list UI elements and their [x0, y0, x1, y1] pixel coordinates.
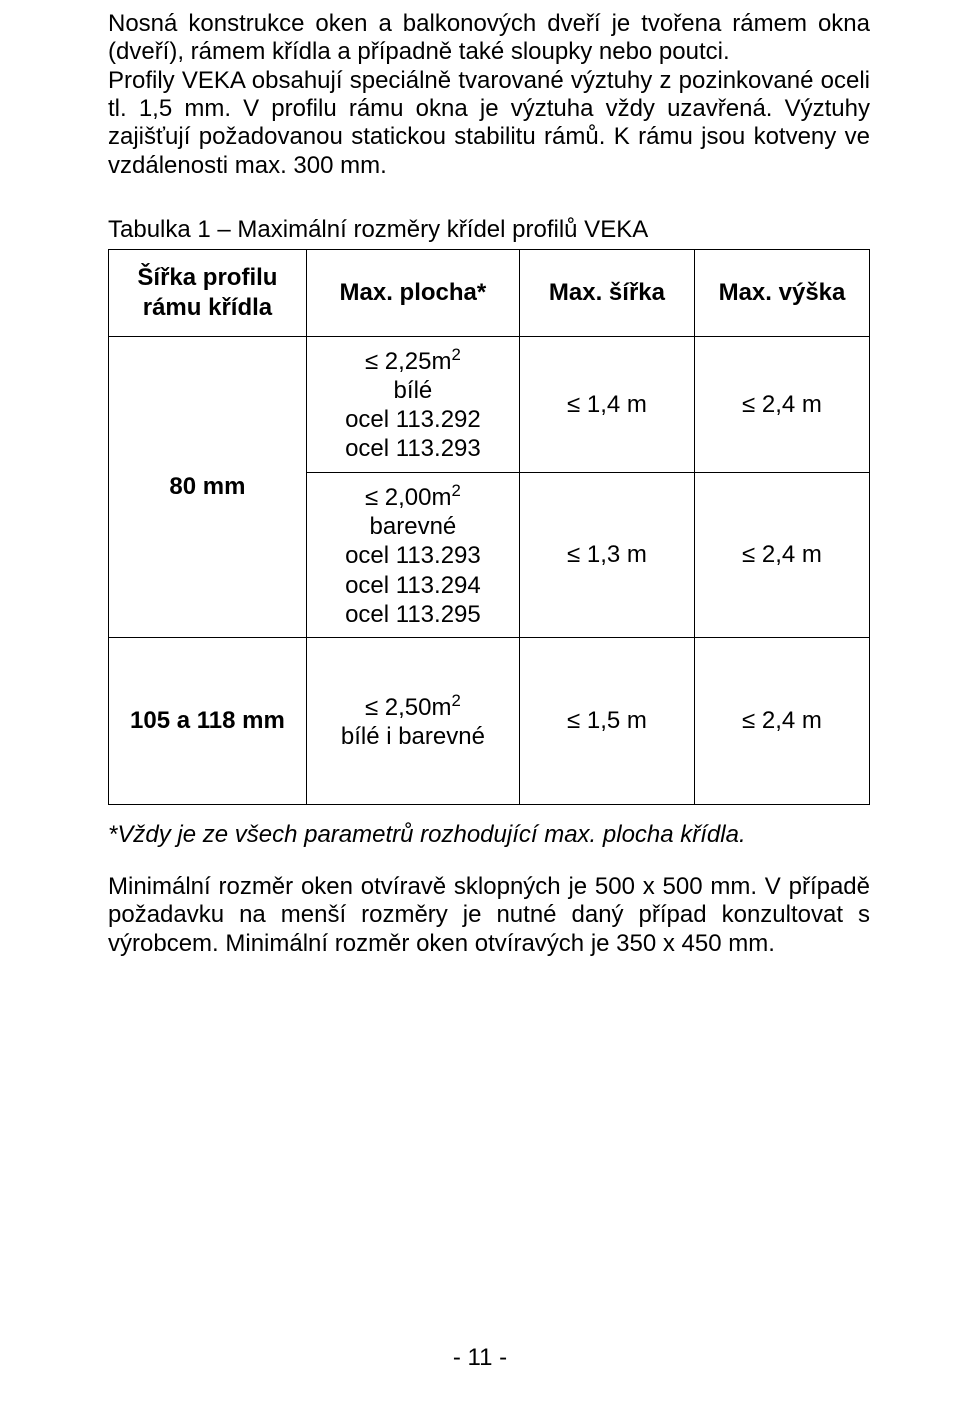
- table-row: 105 a 118 mm ≤ 2,50m2 bílé i barevné ≤ 1…: [109, 638, 870, 805]
- cell-ocel-295: ocel 113.295: [317, 600, 509, 629]
- table-header-row: Šířka profilu rámu křídla Max. plocha* M…: [109, 249, 870, 336]
- th-sirka-profilu: Šířka profilu rámu křídla: [109, 249, 307, 336]
- th-max-plocha: Max. plocha*: [306, 249, 519, 336]
- cell-13m: ≤ 1,3 m: [519, 472, 694, 637]
- cell-200m2: ≤ 2,00m2 barevné ocel 113.293 ocel 113.2…: [306, 472, 519, 637]
- th-max-sirka: Max. šířka: [519, 249, 694, 336]
- cell-area-3: ≤ 2,50m: [365, 694, 452, 721]
- table-caption: Tabulka 1 – Maximální rozměry křídel pro…: [108, 216, 870, 245]
- cell-225m2: ≤ 2,25m2 bílé ocel 113.292 ocel 113.293: [306, 336, 519, 472]
- page-number: - 11 -: [0, 1344, 960, 1372]
- cell-80mm-label: 80 mm: [169, 473, 245, 500]
- cell-bile-barevne: bílé i barevné: [317, 722, 509, 751]
- cell-14m: ≤ 1,4 m: [519, 336, 694, 472]
- cell-barevne: barevné: [317, 512, 509, 541]
- cell-bile: bílé: [317, 376, 509, 405]
- cell-250m2: ≤ 2,50m2 bílé i barevné: [306, 638, 519, 805]
- cell-area-2: ≤ 2,00m: [365, 484, 452, 511]
- cell-ocel-293b: ocel 113.293: [317, 541, 509, 570]
- cell-24m-a: ≤ 2,4 m: [694, 336, 869, 472]
- min-dimensions-para: Minimální rozměr oken otvíravě sklopných…: [108, 873, 870, 958]
- th-max-vyska: Max. výška: [694, 249, 869, 336]
- cell-105-118mm-label: 105 a 118 mm: [130, 707, 285, 734]
- cell-15m: ≤ 1,5 m: [519, 638, 694, 805]
- cell-80mm: 80 mm: [109, 336, 307, 637]
- intro-para-2: Profily VEKA obsahují speciálně tvarovan…: [108, 67, 870, 180]
- cell-24m-b: ≤ 2,4 m: [694, 472, 869, 637]
- cell-105-118mm: 105 a 118 mm: [109, 638, 307, 805]
- page: Nosná konstrukce oken a balkonových dveř…: [0, 0, 960, 1414]
- cell-area-1: ≤ 2,25m: [365, 348, 452, 375]
- intro-para-1: Nosná konstrukce oken a balkonových dveř…: [108, 10, 870, 67]
- footnote: *Vždy je ze všech parametrů rozhodující …: [108, 821, 870, 849]
- cell-ocel-294: ocel 113.294: [317, 571, 509, 600]
- cell-ocel-293: ocel 113.293: [317, 434, 509, 463]
- cell-ocel-292: ocel 113.292: [317, 405, 509, 434]
- dimensions-table: Šířka profilu rámu křídla Max. plocha* M…: [108, 249, 870, 805]
- cell-24m-c: ≤ 2,4 m: [694, 638, 869, 805]
- table-row: 80 mm ≤ 2,25m2 bílé ocel 113.292 ocel 11…: [109, 336, 870, 472]
